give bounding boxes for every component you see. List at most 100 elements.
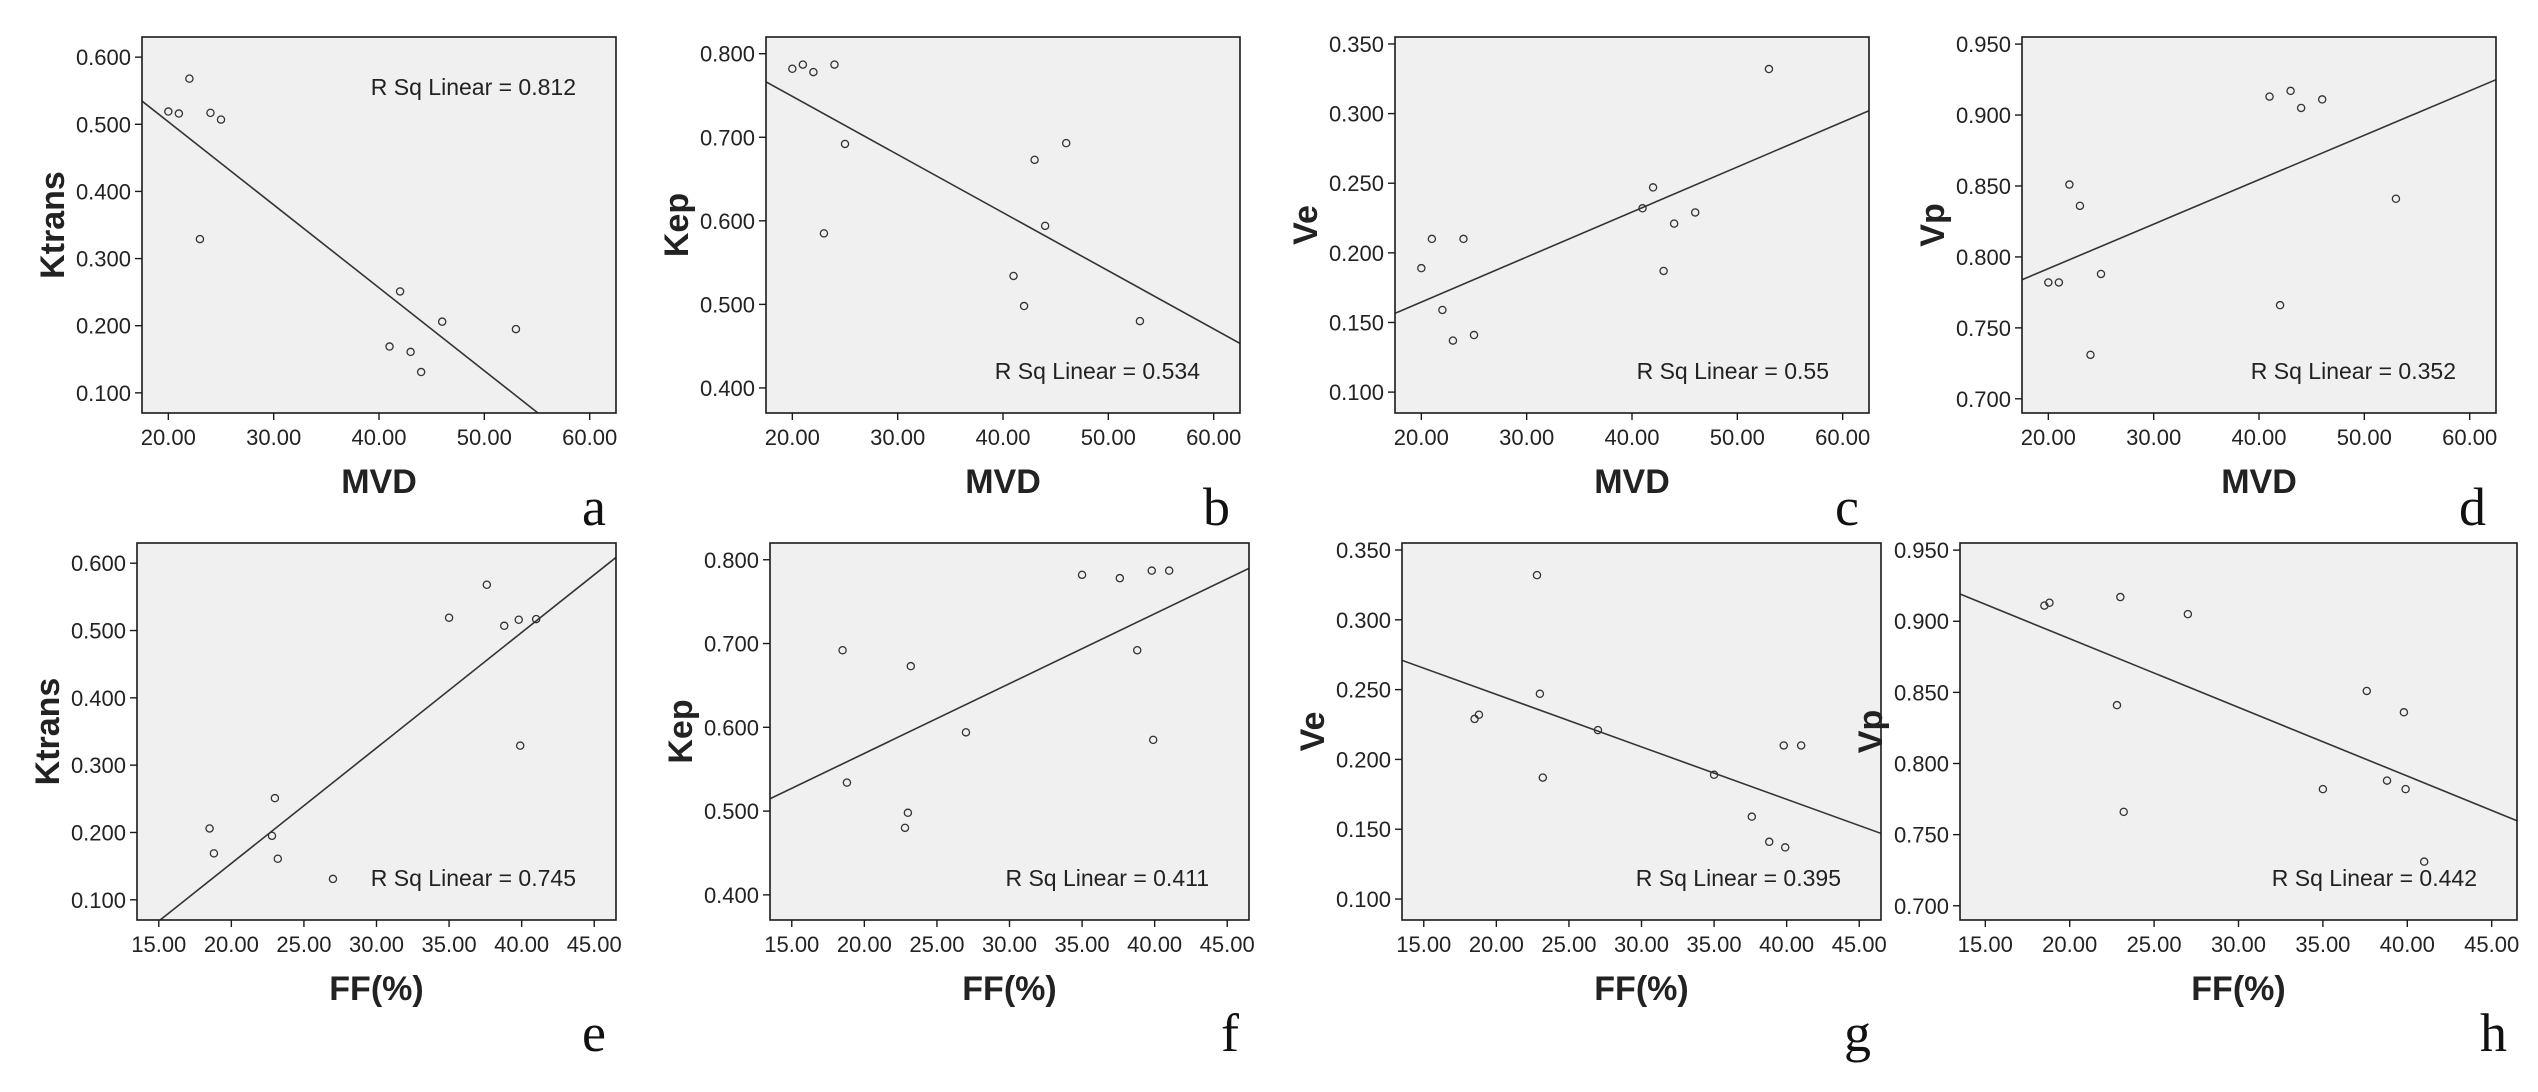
data-point	[2382, 776, 2392, 785]
data-point	[1470, 714, 1479, 724]
data-point	[1040, 221, 1050, 231]
y-tick-label: 0.300	[1329, 102, 1384, 127]
x-tick-label: 25.00	[909, 932, 964, 957]
regression-line	[2022, 78, 2496, 281]
y-axis-title: Vp	[1852, 710, 1890, 753]
data-point	[209, 849, 219, 858]
x-tick-label: 60.00	[1186, 425, 1241, 450]
x-tick-label: 40.00	[2231, 425, 2286, 450]
data-point	[838, 645, 847, 655]
y-tick-label: 0.150	[1329, 310, 1384, 335]
data-point	[906, 661, 916, 671]
data-point	[482, 580, 492, 589]
data-point	[1535, 689, 1545, 699]
y-tick-label: 0.900	[1894, 609, 1949, 634]
y-tick-label: 0.100	[1336, 887, 1391, 912]
y-tick-label: 0.200	[71, 820, 126, 845]
y-axis-title: Kep	[662, 699, 700, 763]
y-axis-title: Ktrans	[29, 678, 67, 786]
data-point	[1459, 234, 1468, 244]
y-tick-label: 0.700	[700, 125, 755, 150]
x-tick-label: 30.00	[982, 932, 1037, 957]
y-tick-label: 0.700	[704, 632, 759, 657]
data-point	[1690, 208, 1700, 217]
y-tick-label: 0.750	[1956, 316, 2011, 341]
x-tick-label: 30.00	[349, 932, 404, 957]
data-point	[164, 107, 173, 116]
data-point	[1164, 566, 1174, 575]
x-tick-label: 50.00	[2337, 425, 2392, 450]
data-point	[1135, 316, 1145, 326]
data-point	[900, 823, 910, 833]
y-tick-label: 0.400	[76, 179, 131, 204]
data-point	[2054, 278, 2064, 287]
data-point	[1061, 138, 1071, 148]
data-point	[499, 621, 509, 631]
x-tick-label: 20.00	[1394, 425, 1449, 450]
data-point	[174, 109, 184, 118]
data-point	[1030, 155, 1039, 165]
y-tick-label: 0.250	[1336, 678, 1391, 703]
x-tick-label: 20.00	[837, 932, 892, 957]
x-tick-label: 60.00	[1815, 425, 1870, 450]
y-axis-title: Vp	[1914, 203, 1952, 246]
data-point	[809, 67, 818, 77]
panel-h: 15.00 20.00 25.00 30.00 35.00 40.00 45.00 0.700…	[1852, 538, 2519, 1063]
x-tick-label: 25.00	[1541, 932, 1596, 957]
data-point	[416, 367, 426, 377]
regression-line	[766, 81, 1240, 345]
y-tick-label: 0.700	[1894, 894, 1949, 919]
data-point	[2296, 103, 2306, 113]
data-point	[819, 229, 829, 238]
x-axis-title: FF(%)	[962, 970, 1056, 1008]
data-point	[437, 317, 447, 326]
x-tick-label: 40.00	[1127, 932, 1182, 957]
y-tick-label: 0.500	[704, 799, 759, 824]
data-point	[830, 60, 839, 69]
data-point	[1780, 843, 1790, 852]
r-squared-label: R Sq Linear = 0.55	[1637, 358, 1829, 384]
x-tick-label: 15.00	[764, 932, 819, 957]
x-tick-label: 45.00	[2464, 932, 2519, 957]
r-squared-label: R Sq Linear = 0.411	[1005, 865, 1209, 891]
x-tick-label: 30.00	[2211, 932, 2266, 957]
plot-area	[142, 37, 616, 413]
panel-letter: e	[582, 1003, 606, 1063]
x-tick-label: 40.00	[1759, 932, 1814, 957]
regression-line	[1960, 593, 2517, 822]
panel-letter: a	[582, 477, 606, 537]
data-point	[1779, 741, 1788, 750]
y-tick-label: 0.200	[76, 314, 131, 339]
data-point	[2275, 300, 2285, 310]
data-point	[2045, 598, 2054, 608]
x-tick-label: 20.00	[204, 932, 259, 957]
y-tick-label: 0.800	[700, 42, 755, 67]
panel-b: 20.00 30.00 40.00 50.00 60.00 0.400 0.500 0.600…	[658, 36, 1241, 537]
data-point	[1448, 336, 1458, 345]
y-tick-label: 0.250	[1329, 171, 1384, 196]
regression-line	[158, 556, 616, 920]
data-point	[270, 793, 280, 803]
regression-line	[1402, 659, 1881, 835]
x-tick-label: 40.00	[351, 425, 406, 450]
x-tick-label: 20.00	[2021, 425, 2076, 450]
x-tick-label: 45.00	[567, 932, 622, 957]
x-tick-label: 50.00	[457, 425, 512, 450]
data-point	[1474, 710, 1484, 719]
data-point	[788, 64, 797, 74]
data-point	[2391, 194, 2401, 204]
data-point	[2318, 784, 2328, 794]
data-point	[2065, 180, 2074, 189]
data-point	[444, 613, 454, 622]
y-tick-label: 0.500	[700, 292, 755, 317]
x-tick-label: 40.00	[1604, 425, 1659, 450]
data-point	[2044, 278, 2053, 287]
data-point	[1709, 770, 1719, 780]
data-point	[1747, 812, 1757, 821]
y-tick-label: 0.400	[704, 883, 759, 908]
r-squared-label: R Sq Linear = 0.352	[2251, 358, 2456, 384]
y-tick-label: 0.350	[1336, 538, 1391, 563]
data-point	[2265, 92, 2274, 101]
data-point	[961, 728, 971, 737]
y-tick-label: 0.750	[1894, 823, 1949, 848]
